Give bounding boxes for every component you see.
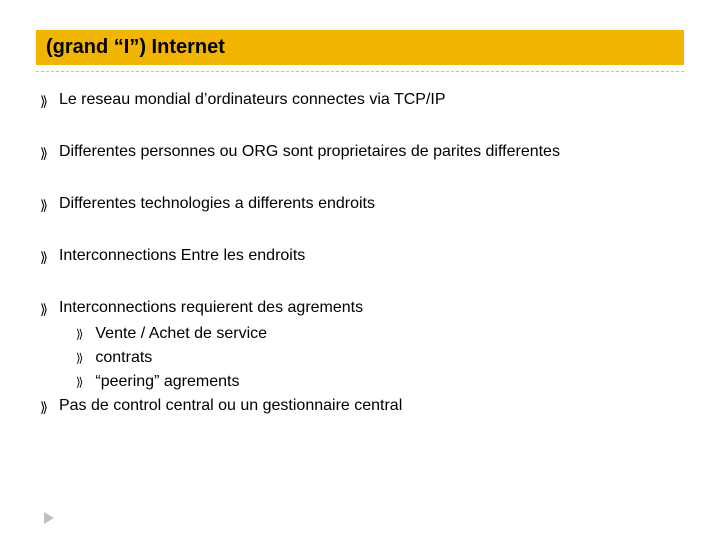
list-item: ⟩⟩ Le reseau mondial d’ordinateurs conne… bbox=[40, 90, 684, 112]
slide-title: (grand “I”) Internet bbox=[46, 36, 674, 59]
list-item: ⟩⟩ Differentes technologies a differents… bbox=[40, 194, 684, 216]
slide: (grand “I”) Internet ⟩⟩ Le reseau mondia… bbox=[0, 0, 720, 540]
divider bbox=[36, 71, 684, 72]
list-item-text: Le reseau mondial d’ordinateurs connecte… bbox=[59, 90, 684, 111]
list-item-text: Differentes technologies a differents en… bbox=[59, 194, 684, 215]
list-item-text: contrats bbox=[95, 348, 684, 369]
bullet-icon: ⟩⟩ bbox=[40, 298, 45, 320]
bullet-icon: ⟩⟩ bbox=[76, 372, 81, 392]
list-item-text: Interconnections Entre les endroits bbox=[59, 246, 684, 267]
list-item: ⟩⟩ contrats bbox=[76, 348, 684, 369]
bullet-icon: ⟩⟩ bbox=[40, 396, 45, 418]
list-item: ⟩⟩ “peering” agrements bbox=[76, 372, 684, 393]
bullet-icon: ⟩⟩ bbox=[40, 142, 45, 164]
list-item: ⟩⟩ Interconnections Entre les endroits bbox=[40, 246, 684, 268]
bullet-icon: ⟩⟩ bbox=[40, 246, 45, 268]
title-bar: (grand “I”) Internet bbox=[36, 30, 684, 65]
list-item: ⟩⟩ Vente / Achet de service bbox=[76, 324, 684, 345]
bullet-icon: ⟩⟩ bbox=[76, 324, 81, 344]
bullet-icon: ⟩⟩ bbox=[40, 194, 45, 216]
list-item: ⟩⟩ Pas de control central ou un gestionn… bbox=[40, 396, 684, 418]
list-item-text: Vente / Achet de service bbox=[95, 324, 684, 345]
list-item-text: Differentes personnes ou ORG sont propri… bbox=[59, 142, 684, 163]
list-item: ⟩⟩ Differentes personnes ou ORG sont pro… bbox=[40, 142, 684, 164]
footer-arrow-icon bbox=[44, 512, 54, 524]
list-item-text: Pas de control central ou un gestionnair… bbox=[59, 396, 684, 417]
list-item-text: Interconnections requierent des agrement… bbox=[59, 298, 684, 319]
bullet-icon: ⟩⟩ bbox=[40, 90, 45, 112]
bullet-icon: ⟩⟩ bbox=[76, 348, 81, 368]
list-item-text: “peering” agrements bbox=[95, 372, 684, 393]
list-item: ⟩⟩ Interconnections requierent des agrem… bbox=[40, 298, 684, 320]
content-area: ⟩⟩ Le reseau mondial d’ordinateurs conne… bbox=[36, 90, 684, 418]
sub-list: ⟩⟩ Vente / Achet de service ⟩⟩ contrats … bbox=[76, 324, 684, 392]
